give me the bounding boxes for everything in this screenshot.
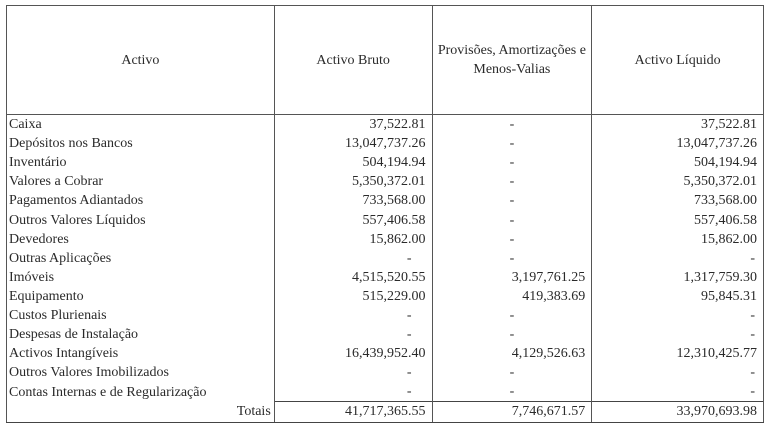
cell-provisoes: 7,746,671.57 <box>431 401 593 423</box>
cell-provisoes: 3,197,761.25 <box>431 267 593 287</box>
row-label: Imóveis <box>6 267 275 287</box>
table-row: Outros Valores Imobilizados - - - <box>6 363 764 383</box>
cell-activo-bruto: 5,350,372.01 <box>273 172 433 192</box>
table-row: Outras Aplicações - - - <box>6 248 764 268</box>
row-label: Activos Intangíveis <box>6 344 275 364</box>
row-label: Outras Aplicações <box>6 248 275 268</box>
cell-provisoes: - <box>431 229 593 249</box>
totals-row: Totais 41,717,365.55 7,746,671.57 33,970,69… <box>6 401 764 423</box>
cell-activo-liquido: 733,568.00 <box>591 191 764 211</box>
cell-activo-bruto: 733,568.00 <box>273 191 433 211</box>
cell-activo-liquido: - <box>591 363 764 383</box>
cell-activo-liquido: 5,350,372.01 <box>591 172 764 192</box>
cell-activo-liquido: 504,194.94 <box>591 153 764 173</box>
header-provisoes-text: Provisões, Amortizações e Menos-Valias <box>437 43 586 77</box>
table-row: Valores a Cobrar 5,350,372.01-5,350,372.0… <box>6 172 764 192</box>
row-label: Outros Valores Imobilizados <box>6 363 275 383</box>
cell-activo-liquido: 15,862.00 <box>591 229 764 249</box>
cell-activo-bruto: - <box>273 248 433 268</box>
cell-activo-liquido: 13,047,737.26 <box>591 134 764 154</box>
cell-activo-liquido: 1,317,759.30 <box>591 267 764 287</box>
row-label: Despesas de Instalação <box>6 325 275 345</box>
cell-provisoes: - <box>431 114 593 135</box>
cell-activo-liquido: - <box>591 325 764 345</box>
row-label: Pagamentos Adiantados <box>6 191 275 211</box>
cell-provisoes: - <box>431 248 593 268</box>
table-row: Pagamentos Adiantados 733,568.00-733,568.… <box>6 191 764 211</box>
cell-activo-bruto: - <box>273 382 433 402</box>
cell-activo-bruto: 41,717,365.55 <box>273 401 433 423</box>
cell-activo-liquido: 557,406.58 <box>591 210 764 230</box>
cell-provisoes: - <box>431 382 593 402</box>
cell-activo-liquido: 37,522.81 <box>591 114 764 135</box>
assets-table: Activo Activo Bruto Provisões, Amortizaç… <box>6 5 764 423</box>
row-label: Valores a Cobrar <box>6 172 275 192</box>
table-row: Contas Internas e de Regularização - - - <box>6 382 764 402</box>
row-label: Devedores <box>6 229 275 249</box>
cell-activo-bruto: 557,406.58 <box>273 210 433 230</box>
cell-activo-bruto: 16,439,952.40 <box>273 344 433 364</box>
table-row: Equipamento 515,229.00 419,383.69 95,845.31 <box>6 286 764 306</box>
cell-provisoes: - <box>431 210 593 230</box>
row-label: Custos Plurienais <box>6 305 275 326</box>
cell-provisoes: - <box>431 191 593 211</box>
table-row: Inventário 504,194.94-504,194.94 <box>6 153 764 173</box>
cell-activo-liquido: - <box>591 305 764 326</box>
cell-activo-bruto: 4,515,520.55 <box>273 267 433 287</box>
table-row: Despesas de Instalação - - - <box>6 325 764 345</box>
table-row: Imóveis 4,515,520.55 3,197,761.25 1,317,759… <box>6 267 764 287</box>
cell-activo-bruto: - <box>273 363 433 383</box>
header-activo-bruto: Activo Bruto <box>273 5 433 115</box>
row-label: Depósitos nos Bancos <box>6 134 275 154</box>
cell-activo-bruto: 13,047,737.26 <box>273 134 433 154</box>
cell-activo-bruto: 37,522.81 <box>273 114 433 135</box>
header-row: Activo Activo Bruto Provisões, Amortizaç… <box>6 5 764 115</box>
cell-activo-liquido: 33,970,693.98 <box>591 401 764 423</box>
header-activo-liquido: Activo Líquido <box>591 5 764 115</box>
cell-provisoes: - <box>431 172 593 192</box>
row-label: Inventário <box>6 153 275 173</box>
header-activo: Activo <box>6 5 275 115</box>
row-label: Caixa <box>6 114 275 135</box>
cell-activo-bruto: - <box>273 325 433 345</box>
table-row: Caixa 37,522.81-37,522.81 <box>6 114 764 135</box>
table-row: Custos Plurienais - - - <box>6 305 764 326</box>
cell-activo-bruto: 504,194.94 <box>273 153 433 173</box>
cell-provisoes: - <box>431 153 593 173</box>
totals-label: Totais <box>6 401 275 423</box>
cell-activo-liquido: - <box>591 248 764 268</box>
table-row: Outros Valores Líquidos 557,406.58-557,40… <box>6 210 764 230</box>
cell-provisoes: - <box>431 305 593 326</box>
cell-activo-liquido: 95,845.31 <box>591 286 764 306</box>
cell-provisoes: 4,129,526.63 <box>431 344 593 364</box>
cell-provisoes: - <box>431 134 593 154</box>
row-label: Equipamento <box>6 286 275 306</box>
table-row: Activos Intangíveis 16,439,952.40 4,129,52… <box>6 344 764 364</box>
cell-provisoes: - <box>431 363 593 383</box>
cell-activo-bruto: - <box>273 305 433 326</box>
cell-activo-bruto: 15,862.00 <box>273 229 433 249</box>
cell-activo-liquido: - <box>591 382 764 402</box>
row-label: Outros Valores Líquidos <box>6 210 275 230</box>
cell-activo-bruto: 515,229.00 <box>273 286 433 306</box>
cell-activo-liquido: 12,310,425.77 <box>591 344 764 364</box>
header-provisoes: Provisões, Amortizações e Menos-Valias <box>431 5 593 115</box>
row-label: Contas Internas e de Regularização <box>6 382 275 402</box>
cell-provisoes: - <box>431 325 593 345</box>
table-row: Devedores 15,862.00-15,862.00 <box>6 229 764 249</box>
cell-provisoes: 419,383.69 <box>431 286 593 306</box>
table-row: Depósitos nos Bancos 13,047,737.26-13,047… <box>6 134 764 154</box>
